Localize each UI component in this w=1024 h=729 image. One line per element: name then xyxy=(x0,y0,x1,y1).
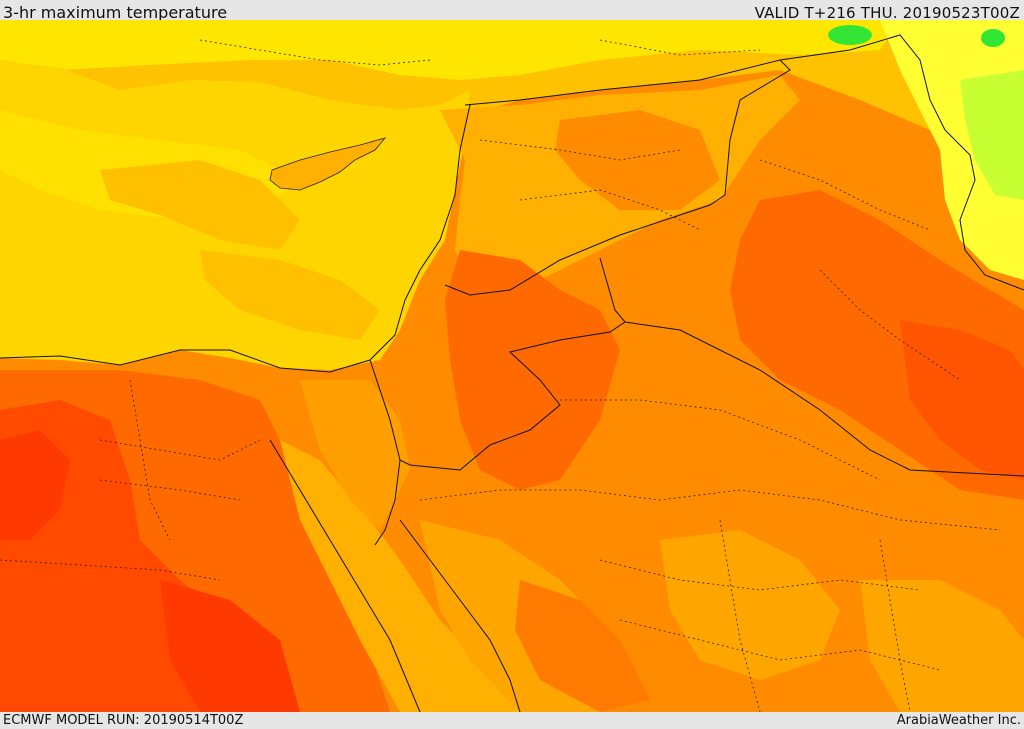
cyprus xyxy=(269,137,387,191)
saudi-amber-2 xyxy=(660,530,840,680)
admin-borders xyxy=(0,39,1001,712)
egypt-red-core xyxy=(0,430,70,540)
saudi-amber-3 xyxy=(860,580,1024,712)
egypt-red-south xyxy=(160,580,300,712)
north-yellow-band xyxy=(0,20,900,80)
red-sea-amber xyxy=(280,440,520,712)
country-borders xyxy=(0,34,1024,712)
footer-bar xyxy=(0,712,1024,729)
jordan-deep-orange xyxy=(445,250,620,490)
map-title: 3-hr maximum temperature xyxy=(3,3,228,22)
sinai-amber xyxy=(300,380,410,530)
header-bar xyxy=(0,0,1024,20)
credit-label: ArabiaWeather Inc. xyxy=(896,713,1021,728)
sea-amber-band xyxy=(100,160,300,250)
sea-amber-south xyxy=(200,250,380,340)
northeast-green-zone xyxy=(960,70,1024,200)
saudi-deep-orange xyxy=(515,580,650,712)
valid-time: VALID T+216 THU. 20190523T00Z xyxy=(754,4,1020,22)
model-run-label: ECMWF MODEL RUN: 20190514T00Z xyxy=(3,713,244,728)
green-spot-1 xyxy=(828,25,872,45)
gulf-red xyxy=(900,320,1024,480)
green-spot-2 xyxy=(981,29,1005,47)
temperature-map xyxy=(0,20,1024,712)
syria-orange-patch xyxy=(555,110,720,210)
